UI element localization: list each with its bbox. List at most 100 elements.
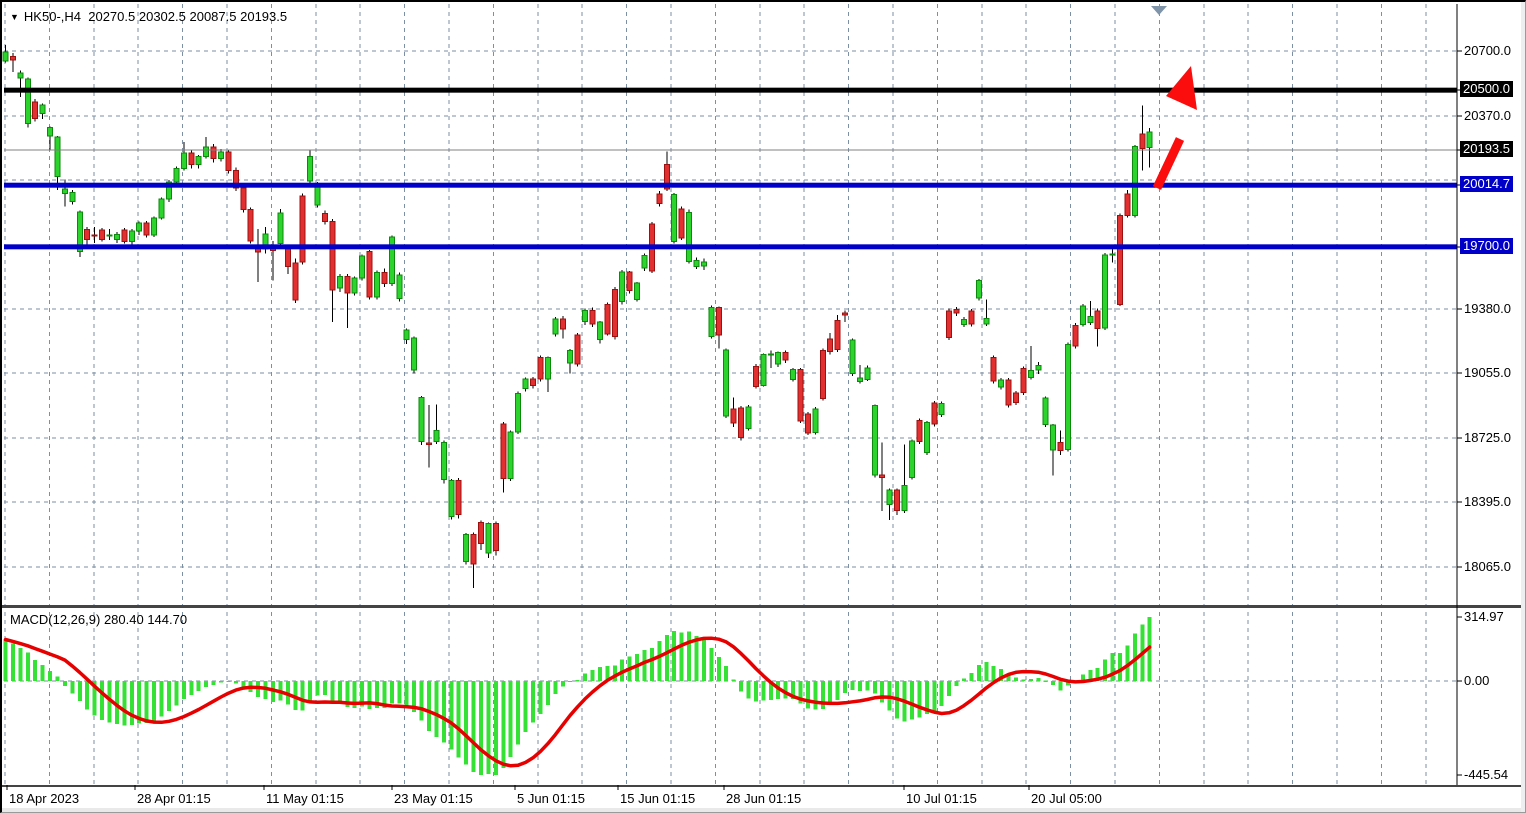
bearish-candle xyxy=(121,229,128,243)
bullish-candle xyxy=(106,234,113,237)
macd-histogram-bar xyxy=(434,681,439,738)
bearish-candle xyxy=(84,229,91,241)
bearish-candle xyxy=(894,489,901,512)
bullish-candle xyxy=(165,181,172,200)
macd-histogram-bar xyxy=(649,648,654,681)
bearish-candle xyxy=(143,222,150,236)
macd-histogram-bar xyxy=(1088,670,1093,681)
bearish-candle xyxy=(344,276,351,294)
bullish-candle xyxy=(69,191,76,202)
panel-separator[interactable] xyxy=(2,605,1526,608)
bullish-candle xyxy=(619,271,626,302)
bullish-candle xyxy=(790,369,797,380)
bullish-candle xyxy=(351,277,358,294)
symbol-dropdown-icon[interactable]: ▼ xyxy=(10,12,19,22)
bearish-candle xyxy=(1005,379,1012,406)
macd-histogram-bar xyxy=(352,681,357,709)
macd-histogram-bar xyxy=(114,681,119,725)
bearish-candle xyxy=(819,349,826,399)
bullish-candle xyxy=(151,217,158,236)
bearish-candle xyxy=(730,408,737,424)
bullish-candle xyxy=(544,356,551,380)
bullish-candle xyxy=(76,211,83,253)
bullish-candle xyxy=(158,198,165,219)
bearish-candle xyxy=(32,101,39,120)
bearish-candle xyxy=(715,306,722,336)
bullish-candle xyxy=(522,378,529,389)
bearish-candle xyxy=(804,413,811,434)
bearish-candle xyxy=(240,187,247,211)
support-resistance-line[interactable] xyxy=(4,244,1457,250)
xaxis-separator xyxy=(2,785,1525,787)
bearish-candle xyxy=(299,195,306,263)
macd-histogram-bar xyxy=(508,681,513,758)
macd-histogram-bar xyxy=(218,681,223,683)
macd-histogram-bar xyxy=(523,681,528,733)
bearish-candle xyxy=(656,193,663,205)
bullish-candle xyxy=(336,276,343,289)
bullish-candle xyxy=(708,306,715,337)
macd-histogram-bar xyxy=(597,667,602,681)
bearish-candle xyxy=(946,310,953,339)
ohlc-low: 20087.5 xyxy=(189,9,237,24)
bearish-candle xyxy=(321,213,328,222)
bearish-candle xyxy=(797,369,804,422)
macd-histogram-bar xyxy=(761,681,766,701)
macd-histogram-bar xyxy=(731,679,736,681)
macd-histogram-bar xyxy=(575,680,580,682)
macd-histogram-bar xyxy=(1080,674,1085,681)
support-resistance-line[interactable] xyxy=(4,87,1457,93)
bullish-candle xyxy=(136,222,143,232)
macd-histogram-bar xyxy=(724,665,729,681)
time-axis-label: 28 Apr 01:15 xyxy=(137,791,211,806)
bullish-candle xyxy=(886,489,893,506)
macd-histogram-bar xyxy=(568,681,573,683)
macd-histogram-bar xyxy=(553,681,558,695)
bearish-candle xyxy=(604,303,611,335)
macd-histogram-bar xyxy=(389,681,394,704)
support-resistance-line[interactable] xyxy=(4,182,1457,188)
bullish-candle xyxy=(700,261,707,267)
macd-histogram-bar xyxy=(969,672,974,681)
macd-histogram-bar xyxy=(991,665,996,681)
macd-histogram-bar xyxy=(813,681,818,710)
macd-histogram-bar xyxy=(746,681,751,699)
macd-histogram-bar xyxy=(233,681,238,684)
macd-histogram-bar xyxy=(92,681,97,716)
macd-histogram-bar xyxy=(226,681,231,683)
time-axis-label: 10 Jul 01:15 xyxy=(906,791,977,806)
macd-histogram-bar xyxy=(204,681,209,688)
bullish-candle xyxy=(775,351,782,365)
bullish-candle xyxy=(113,234,120,241)
macd-histogram-bar xyxy=(308,681,313,701)
macd-histogram-bar xyxy=(3,639,8,681)
price-badge: 20500.0 xyxy=(1460,81,1513,97)
chart-shift-marker-icon[interactable] xyxy=(1151,6,1167,15)
macd-histogram-bar xyxy=(159,681,164,717)
bearish-candle xyxy=(9,55,16,61)
bullish-candle xyxy=(871,405,878,476)
trend-arrow-head[interactable] xyxy=(1166,66,1197,110)
bearish-candle xyxy=(589,309,596,325)
bullish-candle xyxy=(1102,254,1109,329)
macd-histogram-bar xyxy=(850,681,855,690)
macd-histogram-bar xyxy=(486,681,491,775)
macd-histogram-bar xyxy=(679,632,684,681)
bullish-candle xyxy=(507,431,514,480)
bullish-candle xyxy=(47,126,54,137)
macd-histogram-bar xyxy=(300,681,305,711)
macd-histogram-bar xyxy=(211,681,216,685)
bullish-candle xyxy=(686,211,693,262)
macd-histogram-bar xyxy=(152,681,157,721)
bearish-candle xyxy=(916,420,923,442)
bullish-candle xyxy=(203,146,210,158)
bullish-candle xyxy=(195,156,202,166)
price-axis-label: 18725.0 xyxy=(1464,430,1511,445)
macd-histogram-bar xyxy=(55,676,60,681)
macd-histogram-bar xyxy=(1058,681,1063,691)
macd-axis-label: 314.97 xyxy=(1464,609,1504,624)
trend-arrow-shaft[interactable] xyxy=(1152,137,1185,190)
macd-signal-line xyxy=(3,636,1152,768)
